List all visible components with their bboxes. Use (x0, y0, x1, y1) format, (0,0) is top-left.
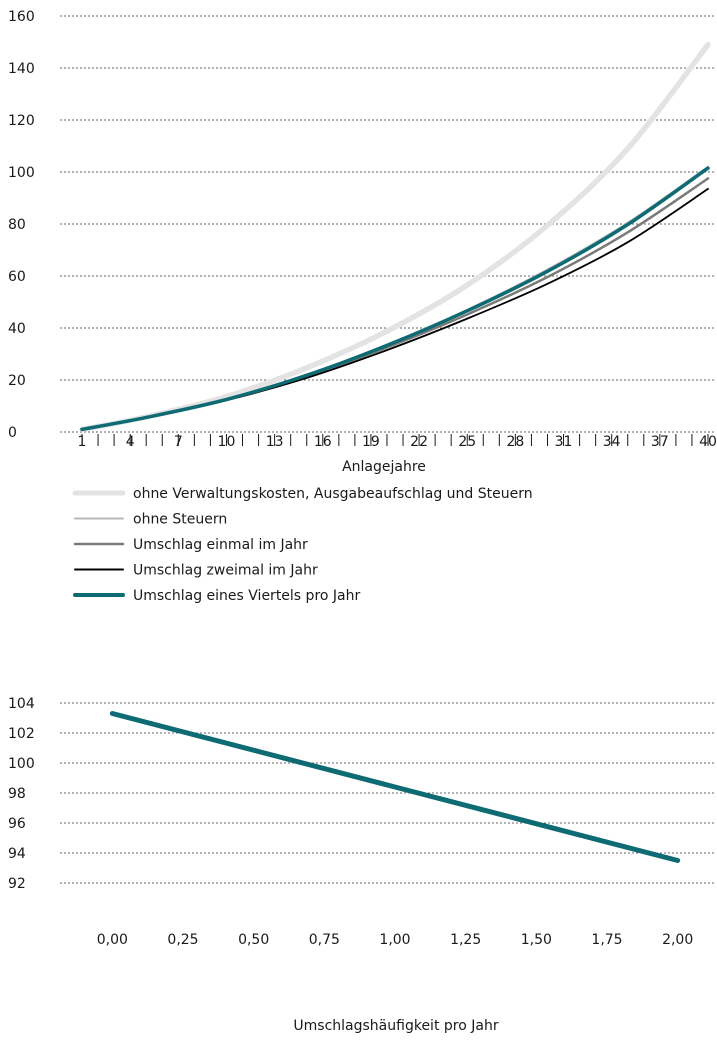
y-tick-label: 40 (8, 321, 26, 337)
x-tick-label: 40 (699, 434, 717, 450)
x-tick-label: 1,75 (591, 932, 622, 948)
x-tick-label: 34 (603, 434, 621, 450)
y-tick-label: 98 (8, 786, 26, 802)
y-tick-label: 102 (8, 726, 35, 742)
chart-top-growth: 0 20 40 60 80 100 120 140 160 1 4 7 10 13 16 19 22 25 28 3… (8, 9, 717, 475)
x-tick-label: 2,00 (662, 932, 693, 948)
legend-label: Umschlag einmal im Jahr (133, 537, 308, 553)
y-tick-label: 94 (8, 846, 26, 862)
y-tick-label: 92 (8, 876, 26, 892)
series-line-turnover-once (80, 177, 710, 431)
y-tick-label: 104 (8, 696, 35, 712)
x-tick-label: 37 (651, 434, 669, 450)
series-line-no-taxes (81, 165, 709, 431)
legend: ohne Verwaltungskosten, Ausgabeaufschlag… (72, 486, 533, 604)
series-lines (109, 711, 681, 863)
y-tick-label: 140 (8, 61, 35, 77)
y-tick-label: 60 (8, 269, 26, 285)
y-tick-label: 120 (8, 113, 35, 129)
y-tick-labels: 0 20 40 60 80 100 120 140 160 (8, 9, 35, 441)
x-ticks: 1 4 7 10 13 16 19 22 25 28 31 34 37 40 (78, 434, 717, 450)
x-tick-label: 1 (78, 434, 87, 450)
x-tick-labels: 0,00 0,25 0,50 0,75 1,00 1,25 1,50 1,75 2,00 (97, 932, 694, 948)
x-tick-label: 22 (410, 434, 428, 450)
y-tick-label: 160 (8, 9, 35, 25)
x-tick-label: 25 (458, 434, 476, 450)
y-tick-label: 100 (8, 756, 35, 772)
y-tick-label: 96 (8, 816, 26, 832)
legend-label: ohne Steuern (133, 512, 227, 528)
legend-label: ohne Verwaltungskosten, Ausgabeaufschlag… (133, 486, 533, 502)
x-tick-label: 10 (218, 434, 236, 450)
y-gridlines (60, 702, 714, 884)
y-tick-label: 20 (8, 373, 26, 389)
series-line-no-costs (79, 41, 711, 433)
x-axis-label: Anlagejahre (342, 459, 426, 475)
x-tick-label: 0,75 (309, 932, 340, 948)
legend-label: Umschlag zweimal im Jahr (133, 563, 318, 579)
chart-bottom-turnover: 92 94 96 98 100 102 104 0,00 0,25 0,50 0,75 1,00 1,… (8, 696, 714, 1034)
y-gridlines (60, 15, 714, 433)
y-tick-labels: 92 94 96 98 100 102 104 (8, 696, 35, 892)
x-tick-label: 1,25 (450, 932, 481, 948)
x-tick-label: 16 (314, 434, 332, 450)
x-tick-label: 0,25 (167, 932, 198, 948)
x-tick-label: 1,50 (521, 932, 552, 948)
x-axis-label: Umschlagshäufigkeit pro Jahr (293, 1018, 498, 1034)
series-lines (79, 41, 711, 433)
y-tick-label: 0 (8, 425, 17, 441)
x-tick-label: 13 (266, 434, 284, 450)
x-tick-label: 1,00 (379, 932, 410, 948)
y-tick-label: 100 (8, 165, 35, 181)
series-line-turnover-quarter (80, 166, 710, 432)
x-tick-label: 7 (174, 434, 183, 450)
series-line-turnover (109, 711, 681, 863)
legend-label: Umschlag eines Viertels pro Jahr (133, 588, 360, 604)
x-tick-label: 0,50 (238, 932, 269, 948)
y-tick-label: 80 (8, 217, 26, 233)
series-line-turnover-twice (81, 188, 709, 431)
x-tick-label: 28 (506, 434, 524, 450)
x-tick-label: 0,00 (97, 932, 128, 948)
x-tick-label: 19 (362, 434, 380, 450)
x-tick-label: 31 (555, 434, 573, 450)
x-tick-label: 4 (126, 434, 135, 450)
